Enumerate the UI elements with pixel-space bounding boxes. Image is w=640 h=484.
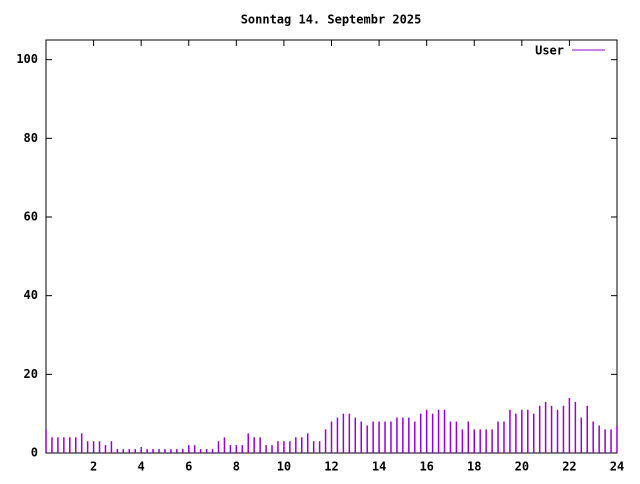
plot-frame [45, 39, 618, 454]
y-tick-label: 60 [24, 210, 38, 224]
y-tick-label: 20 [24, 367, 38, 381]
x-tick-label: 10 [277, 460, 291, 474]
y-tick-label: 100 [16, 52, 38, 66]
x-tick-label: 12 [324, 460, 338, 474]
y-tick-label: 40 [24, 288, 38, 302]
x-tick-label: 8 [233, 460, 240, 474]
x-tick-label: 16 [419, 460, 433, 474]
x-tick-label: 6 [185, 460, 192, 474]
x-tick-label: 20 [515, 460, 529, 474]
x-tick-label: 14 [372, 460, 386, 474]
legend-label: User [535, 44, 564, 58]
x-tick-label: 18 [467, 460, 481, 474]
x-tick-label: 22 [562, 460, 576, 474]
y-tick-label: 80 [24, 131, 38, 145]
x-tick-label: 4 [138, 460, 145, 474]
chart-title: Sonntag 14. Septembr 2025 [241, 13, 422, 27]
x-tick-label: 24 [610, 460, 624, 474]
x-tick-label: 2 [90, 460, 97, 474]
y-tick-label: 0 [31, 446, 38, 460]
